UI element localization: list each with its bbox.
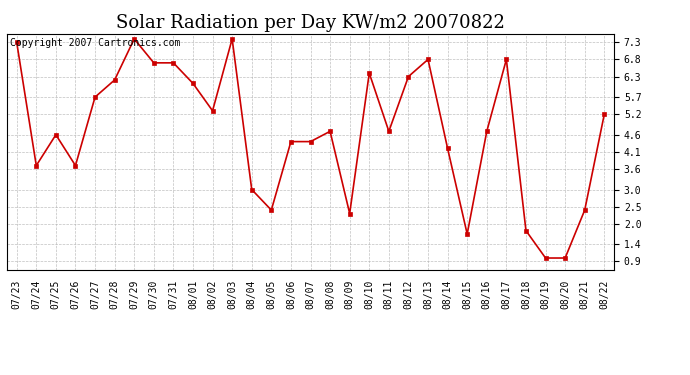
Title: Solar Radiation per Day KW/m2 20070822: Solar Radiation per Day KW/m2 20070822 xyxy=(116,14,505,32)
Text: Copyright 2007 Cartronics.com: Copyright 2007 Cartronics.com xyxy=(10,39,180,48)
